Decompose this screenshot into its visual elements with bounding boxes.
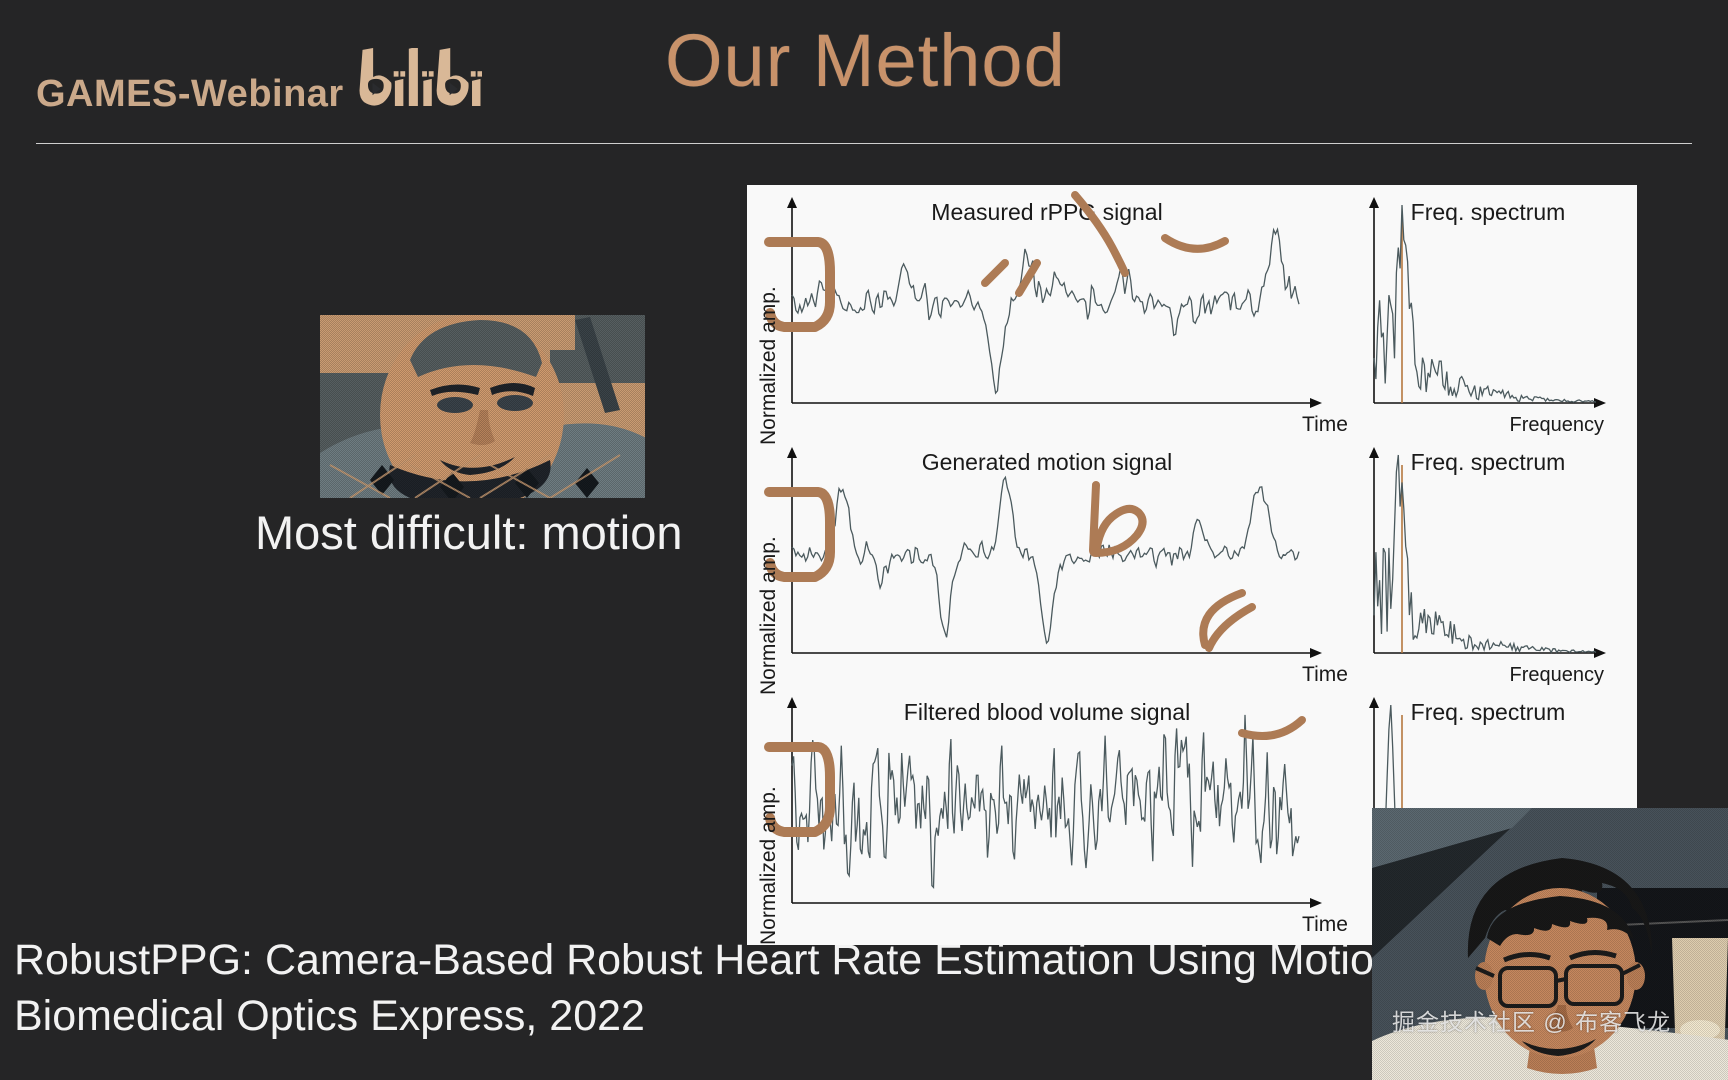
svg-text:Measured rPPG signal: Measured rPPG signal — [931, 199, 1162, 225]
svg-text:Time: Time — [1302, 913, 1348, 936]
svg-text:Filtered blood volume signal: Filtered blood volume signal — [904, 699, 1190, 725]
svg-text:Freq. spectrum: Freq. spectrum — [1411, 699, 1566, 725]
svg-text:Freq. spectrum: Freq. spectrum — [1411, 199, 1566, 225]
svg-text:Frequency: Frequency — [1510, 414, 1605, 436]
svg-text:Time: Time — [1302, 413, 1348, 436]
svg-text:Generated motion signal: Generated motion signal — [922, 449, 1173, 475]
svg-text:Frequency: Frequency — [1510, 664, 1605, 686]
svg-text:Time: Time — [1302, 663, 1348, 686]
svg-text:Freq. spectrum: Freq. spectrum — [1411, 449, 1566, 475]
